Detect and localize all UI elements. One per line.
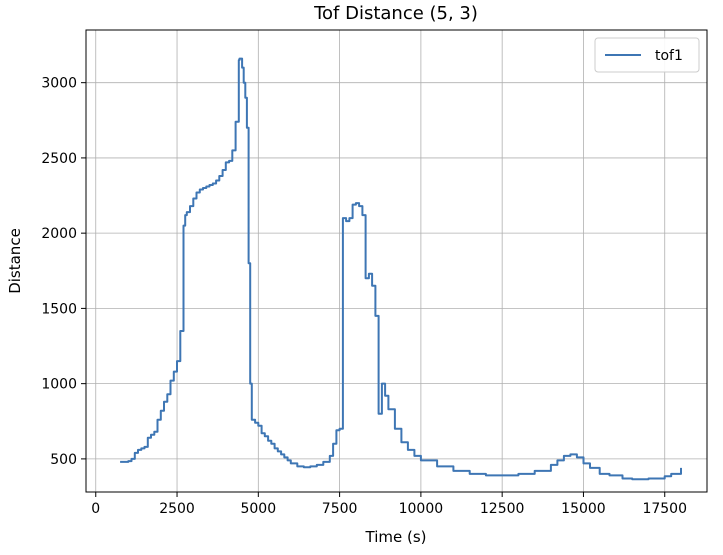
x-tick-label: 12500	[480, 501, 525, 517]
series-line-tof1	[120, 57, 682, 481]
x-axis-ticks: 0 2500 5000 7500 10000 12500 15000 17500	[91, 492, 687, 517]
grid-lines	[86, 30, 707, 492]
x-tick-label: 7500	[322, 501, 358, 517]
x-tick-label: 17500	[642, 501, 687, 517]
x-tick-label: 2500	[159, 501, 195, 517]
x-tick-label: 15000	[561, 501, 606, 517]
series-layer	[120, 57, 682, 481]
legend: tof1	[594, 37, 700, 73]
legend-label-tof1: tof1	[655, 48, 683, 64]
y-axis-ticks: 500 1000 1500 2000 2500 3000	[41, 76, 86, 468]
y-tick-label: 2500	[41, 151, 77, 167]
x-axis-label: Time (s)	[365, 528, 427, 546]
plot-area-frame	[85, 29, 708, 493]
y-tick-label: 2000	[41, 226, 77, 242]
x-tick-label: 0	[91, 501, 100, 517]
y-tick-label: 1000	[41, 377, 77, 393]
legend-box	[594, 37, 700, 73]
x-tick-label: 5000	[240, 501, 276, 517]
y-axis-label: Distance	[6, 228, 24, 294]
y-tick-label: 1500	[41, 301, 77, 317]
y-tick-label: 500	[50, 452, 77, 468]
x-tick-label: 10000	[399, 501, 444, 517]
y-tick-label: 3000	[41, 76, 77, 92]
chart-title: Tof Distance (5, 3)	[313, 3, 478, 24]
